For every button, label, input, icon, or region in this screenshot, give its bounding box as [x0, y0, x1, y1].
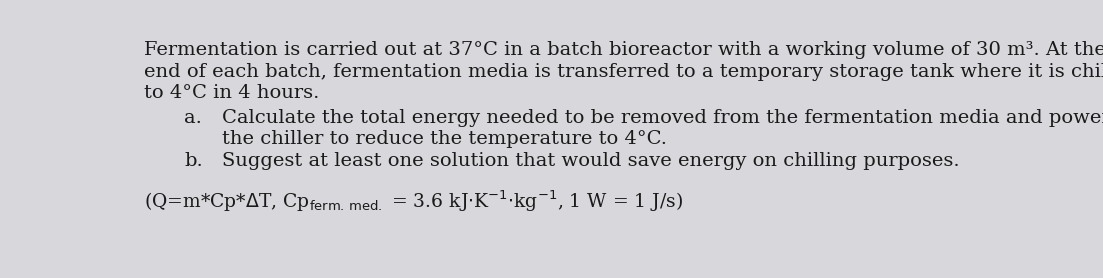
Text: the chiller to reduce the temperature to 4°C.: the chiller to reduce the temperature to…: [222, 130, 666, 148]
Text: end of each batch, fermentation media is transferred to a temporary storage tank: end of each batch, fermentation media is…: [144, 63, 1103, 81]
Text: (Q=m*Cp*$\Delta$T, Cp$_{\rm ferm.\/ med.}$ = 3.6 kJ$\cdot$K$^{-1}$$\cdot$kg$^{-1: (Q=m*Cp*$\Delta$T, Cp$_{\rm ferm.\/ med.…: [144, 189, 683, 214]
Text: b.: b.: [184, 152, 203, 170]
Text: Suggest at least one solution that would save energy on chilling purposes.: Suggest at least one solution that would…: [222, 152, 960, 170]
Text: to 4°C in 4 hours.: to 4°C in 4 hours.: [144, 84, 320, 102]
Text: Calculate the total energy needed to be removed from the fermentation media and : Calculate the total energy needed to be …: [222, 109, 1103, 127]
Text: a.: a.: [184, 109, 202, 127]
Text: Fermentation is carried out at 37°C in a batch bioreactor with a working volume : Fermentation is carried out at 37°C in a…: [144, 41, 1103, 59]
